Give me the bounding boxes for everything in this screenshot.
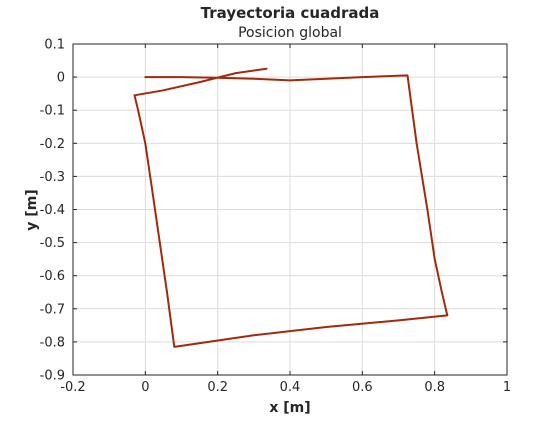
x-tick-label: 0.4 <box>280 380 301 395</box>
x-tick-label: 0 <box>141 380 149 395</box>
x-tick-label: -0.2 <box>60 380 85 395</box>
y-tick-label: 0 <box>57 71 65 86</box>
x-tick-label: 0.8 <box>424 380 445 395</box>
x-tick-label: 0.6 <box>352 380 373 395</box>
y-tick-label: 0.1 <box>44 38 65 53</box>
tick-layer: -0.2 0 0.2 0.4 0.6 0.8 1 0.1 0 -0.1 -0.2 -0.3 -0.4 -0… <box>40 38 512 396</box>
y-tick-label: -0.5 <box>40 236 65 251</box>
y-tick-label: -0.2 <box>40 137 65 152</box>
x-tick-label: 0.2 <box>207 380 228 395</box>
x-tick-label: 1 <box>503 380 511 395</box>
y-tick-label: -0.7 <box>40 302 65 317</box>
chart-subtitle: Posicion global <box>238 25 342 41</box>
x-axis-label: x [m] <box>269 400 310 416</box>
series-layer <box>133 67 449 348</box>
y-axis-label: y [m] <box>24 189 40 230</box>
y-tick-label: -0.9 <box>40 369 65 384</box>
y-tick-label: -0.8 <box>40 335 65 350</box>
y-tick-label: -0.6 <box>40 269 65 284</box>
y-tick-label: -0.1 <box>40 104 65 119</box>
y-tick-label: -0.3 <box>40 170 65 185</box>
chart-title: Trayectoria cuadrada <box>201 4 380 22</box>
y-tick-label: -0.4 <box>40 203 65 218</box>
trajectory-line <box>133 67 449 348</box>
grid-layer <box>72 43 508 376</box>
